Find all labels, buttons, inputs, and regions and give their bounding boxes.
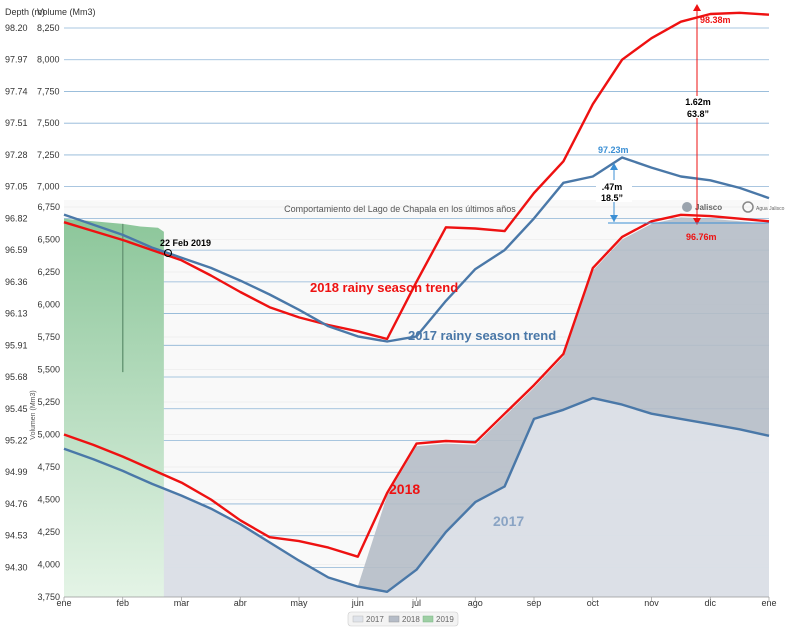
diff-arrow-down bbox=[693, 218, 701, 225]
legend: 2017 2018 2019 bbox=[347, 611, 459, 627]
month-tick: abr bbox=[234, 598, 247, 608]
month-ticks: ene feb mar abr may jun jul ago sep oct nov dic ene bbox=[56, 596, 777, 608]
diff2-inches: 18.5” bbox=[601, 193, 623, 203]
svg-text:Agua Jalisco: Agua Jalisco bbox=[756, 206, 785, 212]
inset-volume-tick: 3,750 bbox=[37, 592, 60, 602]
inset-title: Comportamiento del Lago de Chapala en lo… bbox=[284, 204, 516, 214]
area-2017 bbox=[64, 398, 769, 597]
upper-volume-ticks: 8,250 8,000 7,750 7,500 7,250 7,000 bbox=[37, 23, 60, 192]
depth-tick: 94.53 bbox=[5, 531, 28, 541]
series-lines bbox=[63, 11, 770, 593]
volume-tick: 7,750 bbox=[37, 86, 60, 96]
depth-tick: 96.13 bbox=[5, 309, 28, 319]
month-tick: may bbox=[290, 598, 308, 608]
depth-tick: 95.91 bbox=[5, 340, 28, 350]
volume-axis-header: Volume (Mm3) bbox=[37, 7, 96, 17]
date-label: 22 Feb 2019 bbox=[160, 238, 211, 248]
series-line-2 bbox=[63, 156, 770, 343]
depth-tick: 96.36 bbox=[5, 277, 28, 287]
month-tick: sep bbox=[527, 598, 542, 608]
month-tick: ene bbox=[761, 598, 776, 608]
month-tick: oct bbox=[587, 598, 600, 608]
area-2019 bbox=[64, 218, 164, 597]
depth-tick: 96.59 bbox=[5, 245, 28, 255]
depth-ticks: 98.20 97.97 97.74 97.51 97.28 97.05 96.82 96.59… bbox=[5, 23, 28, 572]
depth-tick: 94.99 bbox=[5, 467, 28, 477]
diff2-bg bbox=[596, 180, 632, 202]
label-2017-trend: 2017 rainy season trend bbox=[408, 328, 556, 343]
inset-volume-tick: 4,500 bbox=[37, 495, 60, 505]
inset-volume-tick: 4,750 bbox=[37, 462, 60, 472]
volume-areas bbox=[64, 217, 769, 597]
month-tick: mar bbox=[174, 598, 190, 608]
label-2018-trend: 2018 rainy season trend bbox=[310, 280, 458, 295]
depth-axis-header: Depth (m) bbox=[5, 7, 45, 17]
depth-tick: 95.45 bbox=[5, 404, 28, 414]
inset-volume-tick: 4,000 bbox=[37, 560, 60, 570]
month-tick: jul bbox=[411, 598, 421, 608]
depth-tick: 97.05 bbox=[5, 182, 28, 192]
month-tick: nov bbox=[644, 598, 659, 608]
depth-tick: 97.97 bbox=[5, 55, 28, 65]
agua-jalisco-logo: Agua Jalisco bbox=[742, 201, 785, 213]
inset-volume-tick: 5,750 bbox=[37, 332, 60, 342]
diff2-arrow-up bbox=[610, 163, 618, 170]
legend-2018: 2018 bbox=[402, 615, 420, 624]
series-line-4 bbox=[63, 396, 770, 593]
diff-meters: 1.62m bbox=[685, 97, 711, 107]
volume-tick: 8,000 bbox=[37, 55, 60, 65]
depth-tick: 95.68 bbox=[5, 372, 28, 382]
inset-volume-tick: 5,250 bbox=[37, 397, 60, 407]
month-tick: dic bbox=[704, 598, 716, 608]
volume-tick: 7,250 bbox=[37, 150, 60, 160]
depth-tick: 98.20 bbox=[5, 23, 28, 33]
depth-tick: 97.74 bbox=[5, 86, 28, 96]
peak-2017-label: 97.23m bbox=[598, 145, 629, 155]
annotations: 2018 rainy season trend 2017 rainy season… bbox=[160, 4, 769, 529]
depth-tick: 97.51 bbox=[5, 118, 28, 128]
inset-volume-tick: 4,250 bbox=[37, 527, 60, 537]
label-2018: 2018 bbox=[389, 481, 420, 497]
diff-bg bbox=[682, 96, 714, 118]
inset-volume-tick: 6,750 bbox=[37, 202, 60, 212]
depth-tick: 95.22 bbox=[5, 435, 28, 445]
current-level-label: 96.76m bbox=[686, 232, 717, 242]
volume-tick: 8,250 bbox=[37, 23, 60, 33]
inset-volume-tick: 6,250 bbox=[37, 267, 60, 277]
inset-volume-tick: 5,500 bbox=[37, 365, 60, 375]
month-tick: ago bbox=[468, 598, 483, 608]
month-tick: ene bbox=[56, 598, 71, 608]
depth-tick: 96.82 bbox=[5, 213, 28, 223]
month-tick: feb bbox=[116, 598, 129, 608]
svg-text:Jalisco: Jalisco bbox=[695, 203, 722, 212]
peak-2018-label: 98.38m bbox=[700, 15, 731, 25]
legend-2019: 2019 bbox=[436, 615, 454, 624]
inset-volume-tick: 6,000 bbox=[37, 300, 60, 310]
inset-y-label: Volumen (Mm3) bbox=[30, 390, 37, 439]
depth-tick: 94.30 bbox=[5, 562, 28, 572]
legend-2017: 2017 bbox=[366, 615, 384, 624]
inset-volume-tick: 5,000 bbox=[37, 430, 60, 440]
diff2-meters: .47m bbox=[602, 182, 623, 192]
label-2017: 2017 bbox=[493, 513, 524, 529]
month-tick: jun bbox=[351, 598, 364, 608]
inset-volume-tick: 6,500 bbox=[37, 235, 60, 245]
depth-tick: 97.28 bbox=[5, 150, 28, 160]
diff-arrow-up bbox=[693, 4, 701, 11]
lower-volume-ticks: 6,750 6,500 6,250 6,000 5,750 5,500 5,250 5,000… bbox=[37, 202, 60, 602]
depth-tick: 94.76 bbox=[5, 499, 28, 509]
date-marker bbox=[164, 249, 172, 257]
volume-tick: 7,500 bbox=[37, 118, 60, 128]
jalisco-logo: Jalisco bbox=[682, 202, 722, 212]
volume-tick: 7,000 bbox=[37, 182, 60, 192]
series-line-3 bbox=[63, 213, 770, 558]
diff-inches: 63.8” bbox=[687, 109, 709, 119]
series-line-1 bbox=[63, 11, 770, 341]
diff2-arrow-down bbox=[610, 215, 618, 222]
